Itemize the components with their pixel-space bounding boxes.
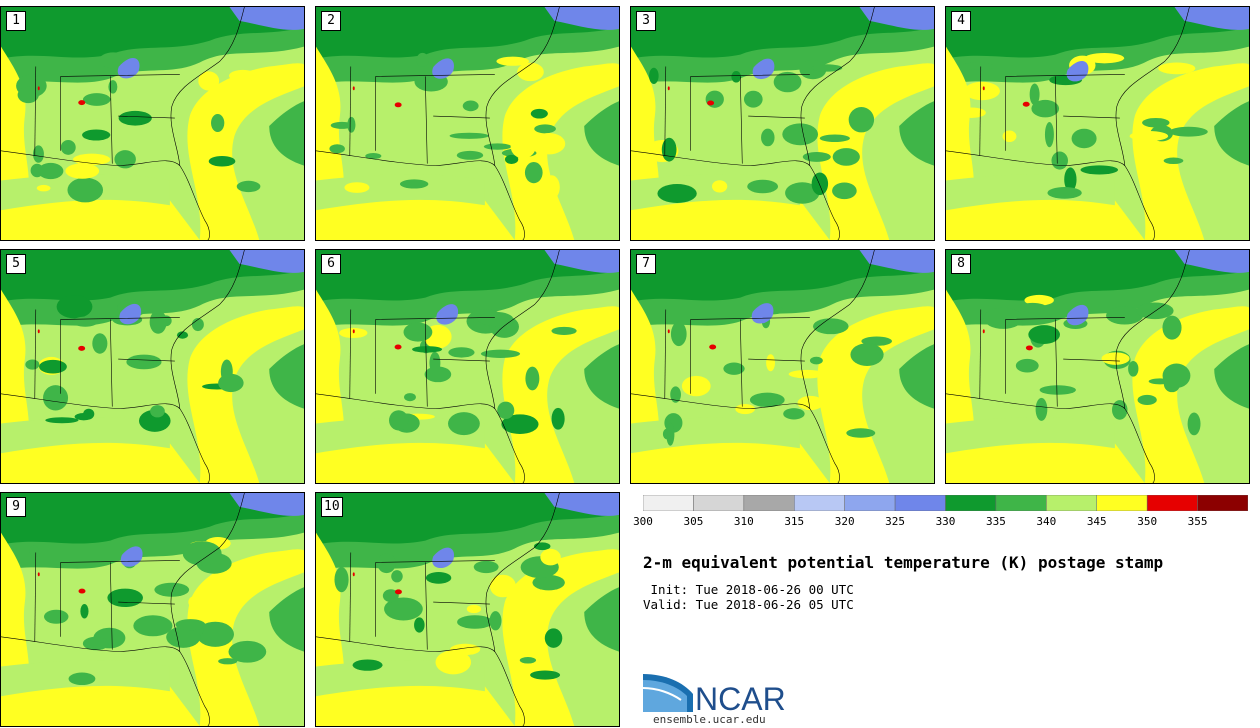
init-time: Init: Tue 2018-06-26 00 UTC xyxy=(643,582,854,597)
map-svg xyxy=(946,7,1249,240)
stamp-panel-3: 3 xyxy=(630,6,935,241)
member-label: 5 xyxy=(6,254,26,274)
colorbar-tick-label: 320 xyxy=(834,515,855,528)
member-label: 4 xyxy=(951,11,971,31)
stamp-panel-1: 1 xyxy=(0,6,305,241)
colorbar-bin xyxy=(794,495,845,511)
map-svg xyxy=(316,7,619,240)
member-label: 2 xyxy=(321,11,341,31)
colorbar-tick-label: 330 xyxy=(935,515,956,528)
stamp-panel-8: 8 xyxy=(945,249,1250,484)
map-svg xyxy=(1,250,304,483)
colorbar-bin xyxy=(743,495,795,511)
colorbar-tick-label: 345 xyxy=(1086,515,1107,528)
map-svg xyxy=(1,7,304,240)
colorbar-tick-label: 340 xyxy=(1036,515,1057,528)
colorbar-bin xyxy=(1096,495,1148,511)
member-label: 9 xyxy=(6,497,26,517)
map-svg xyxy=(631,250,934,483)
colorbar-bin xyxy=(995,495,1047,511)
colorbar-bin xyxy=(643,495,694,511)
colorbar-bin xyxy=(1197,495,1248,511)
site-url: ensemble.ucar.edu xyxy=(653,713,766,726)
member-label: 8 xyxy=(951,254,971,274)
colorbar-bin xyxy=(945,495,997,511)
stamp-panel-7: 7 xyxy=(630,249,935,484)
colorbar-bin xyxy=(693,495,745,511)
colorbar-tick-label: 305 xyxy=(683,515,704,528)
stamp-panel-2: 2 xyxy=(315,6,620,241)
stamp-panel-4: 4 xyxy=(945,6,1250,241)
stamp-panel-10: 10 xyxy=(315,492,620,727)
colorbar-bin xyxy=(1046,495,1097,511)
colorbar-tick-label: 300 xyxy=(633,515,653,528)
plot-title: 2-m equivalent potential temperature (K)… xyxy=(643,553,1164,572)
ncar-logo-text: NCAR xyxy=(695,681,786,714)
colorbar-tick-label: 325 xyxy=(885,515,906,528)
valid-time: Valid: Tue 2018-06-26 05 UTC xyxy=(643,597,854,612)
stamp-panel-9: 9 xyxy=(0,492,305,727)
stamp-panel-5: 5 xyxy=(0,249,305,484)
colorbar-tick-label: 310 xyxy=(733,515,754,528)
colorbar-bin xyxy=(844,495,896,511)
member-label: 6 xyxy=(321,254,341,274)
colorbar-tick-label: 355 xyxy=(1187,515,1208,528)
colorbar-tick-label: 350 xyxy=(1137,515,1158,528)
member-label: 3 xyxy=(636,11,656,31)
member-label: 10 xyxy=(321,497,343,517)
map-svg xyxy=(946,250,1249,483)
map-svg xyxy=(316,493,619,726)
map-svg xyxy=(631,7,934,240)
stamp-panel-6: 6 xyxy=(315,249,620,484)
colorbar xyxy=(643,495,1248,511)
colorbar-tick-label: 315 xyxy=(784,515,805,528)
ncar-logo: NCAR xyxy=(643,674,786,714)
colorbar-tick-label: 335 xyxy=(985,515,1006,528)
colorbar-tick-labels: 300 305 310 315 320 325 330 335 340 345 350 355 xyxy=(633,515,1260,529)
map-svg xyxy=(316,250,619,483)
map-svg xyxy=(1,493,304,726)
member-label: 1 xyxy=(6,11,26,31)
member-label: 7 xyxy=(636,254,656,274)
colorbar-bin xyxy=(1146,495,1198,511)
colorbar-bin xyxy=(894,495,946,511)
